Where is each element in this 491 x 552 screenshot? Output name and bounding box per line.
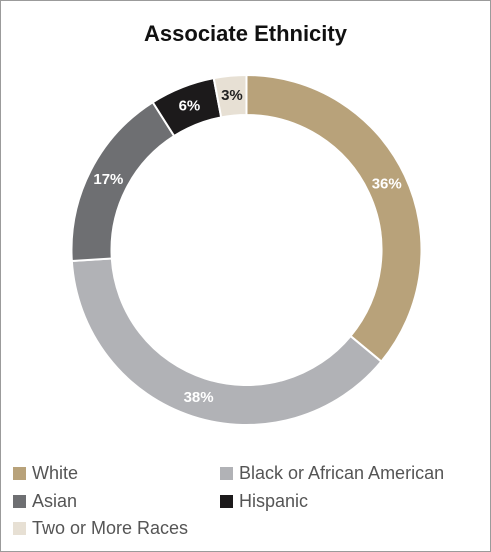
slice-two-or-more-races [212,73,248,119]
donut-chart: 36% 38% 17% 6% 3% [70,73,423,426]
legend-item-white: White [13,463,78,484]
slice-label-hispanic: 6% [179,97,201,114]
legend-swatch-white [13,467,26,480]
legend-item-hispanic: Hispanic [220,491,308,512]
legend-label: Two or More Races [32,518,189,538]
slice-label-asian: 17% [93,171,123,188]
slice-label-two-or-more-races: 3% [221,87,243,104]
legend-label: Hispanic [239,491,309,511]
legend-label: Black or African American [239,463,445,483]
legend-item-two-or-more-races: Two or More Races [13,518,188,539]
legend-item-asian: Asian [13,491,77,512]
legend-item-black-or-african-american: Black or African American [220,463,444,484]
chart-title: Associate Ethnicity [144,21,347,46]
slice-black-or-african-american [70,257,383,426]
legend-label: White [32,463,79,483]
legend-swatch-black-or-african-american [220,467,233,480]
legend-swatch-asian [13,495,26,508]
legend-swatch-hispanic [220,495,233,508]
legend-swatch-two-or-more-races [13,522,26,535]
slice-label-white: 36% [372,176,402,193]
slice-label-black-or-african-american: 38% [184,389,214,406]
slice-white [245,73,423,363]
legend-label: Asian [32,491,78,511]
